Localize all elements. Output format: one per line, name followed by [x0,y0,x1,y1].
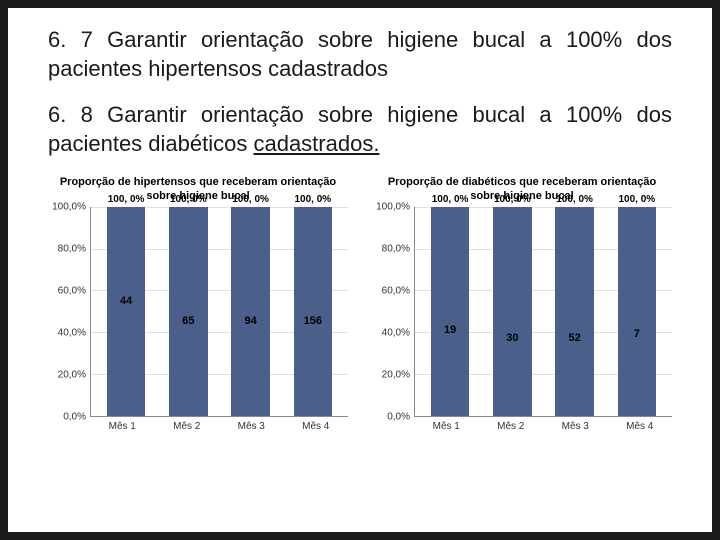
bar-value-label: 100, 0% [432,194,469,205]
bar: 65 [169,207,207,416]
slide: 6. 7 Garantir orientação sobre higiene b… [8,8,712,532]
bar-count-label: 19 [444,324,456,336]
plot-area: 100, 0%19100, 0%30100, 0%52100, 0%7 [414,207,672,417]
y-tick: 40,0% [382,327,410,338]
bar: 52 [555,207,593,416]
plot-row: 100,0%80,0%60,0%40,0%20,0%0,0%100, 0%191… [372,207,672,417]
bar: 30 [493,207,531,416]
x-label: Mês 1 [418,421,475,432]
y-tick: 100,0% [376,201,410,212]
heading-6-7-text: Garantir orientação sobre higiene bucal … [48,27,672,81]
y-tick: 100,0% [52,201,86,212]
bar-column: 100, 0%19 [423,207,478,416]
charts-row: Proporção de hipertensos que receberam o… [48,176,672,431]
bar-column: 100, 0%30 [485,207,540,416]
bar-value-label: 100, 0% [556,194,593,205]
bar-count-label: 7 [634,328,640,340]
bar-value-label: 100, 0% [619,194,656,205]
bar-column: 100, 0%7 [609,207,664,416]
bar-value-label: 100, 0% [170,194,207,205]
x-label: Mês 4 [611,421,668,432]
heading-6-8-underline: cadastrados. [253,131,379,156]
y-tick: 0,0% [387,411,410,422]
bar: 156 [294,207,332,416]
x-label: Mês 2 [482,421,539,432]
bar-column: 100, 0%44 [99,207,154,416]
y-tick: 0,0% [63,411,86,422]
bar-count-label: 156 [304,315,322,327]
bar-value-label: 100, 0% [494,194,531,205]
bar-count-label: 52 [568,332,580,344]
y-axis: 100,0%80,0%60,0%40,0%20,0%0,0% [372,207,414,417]
y-tick: 80,0% [382,243,410,254]
bar-value-label: 100, 0% [232,194,269,205]
bar-count-label: 65 [182,315,194,327]
plot-row: 100,0%80,0%60,0%40,0%20,0%0,0%100, 0%441… [48,207,348,417]
bar-count-label: 44 [120,295,132,307]
x-label: Mês 2 [158,421,215,432]
bar-value-label: 100, 0% [295,194,332,205]
heading-6-7: 6. 7 Garantir orientação sobre higiene b… [48,26,672,83]
bar-column: 100, 0%52 [547,207,602,416]
x-axis-labels: Mês 1 Mês 2 Mês 3 Mês 4 [48,421,348,432]
x-label: Mês 1 [94,421,151,432]
bar-column: 100, 0%65 [161,207,216,416]
heading-6-7-prefix: 6. 7 [48,27,93,52]
y-axis: 100,0%80,0%60,0%40,0%20,0%0,0% [48,207,90,417]
bar: 7 [618,207,656,416]
x-axis-labels: Mês 1 Mês 2 Mês 3 Mês 4 [372,421,672,432]
heading-6-8: 6. 8 Garantir orientação sobre higiene b… [48,101,672,158]
bar-count-label: 30 [506,332,518,344]
chart-diabeticos: Proporção de diabéticos que receberam or… [372,176,672,431]
bar-column: 100, 0%94 [223,207,278,416]
bar: 94 [231,207,269,416]
x-label: Mês 3 [223,421,280,432]
bar-count-label: 94 [244,315,256,327]
bar-column: 100, 0%156 [285,207,340,416]
y-tick: 40,0% [58,327,86,338]
plot-area: 100, 0%44100, 0%65100, 0%94100, 0%156 [90,207,348,417]
y-tick: 20,0% [58,369,86,380]
y-tick: 80,0% [58,243,86,254]
y-tick: 20,0% [382,369,410,380]
x-label: Mês 4 [287,421,344,432]
bar-value-label: 100, 0% [108,194,145,205]
bar: 19 [431,207,469,416]
x-label: Mês 3 [547,421,604,432]
y-tick: 60,0% [382,285,410,296]
chart-hipertensos: Proporção de hipertensos que receberam o… [48,176,348,431]
y-tick: 60,0% [58,285,86,296]
bar: 44 [107,207,145,416]
